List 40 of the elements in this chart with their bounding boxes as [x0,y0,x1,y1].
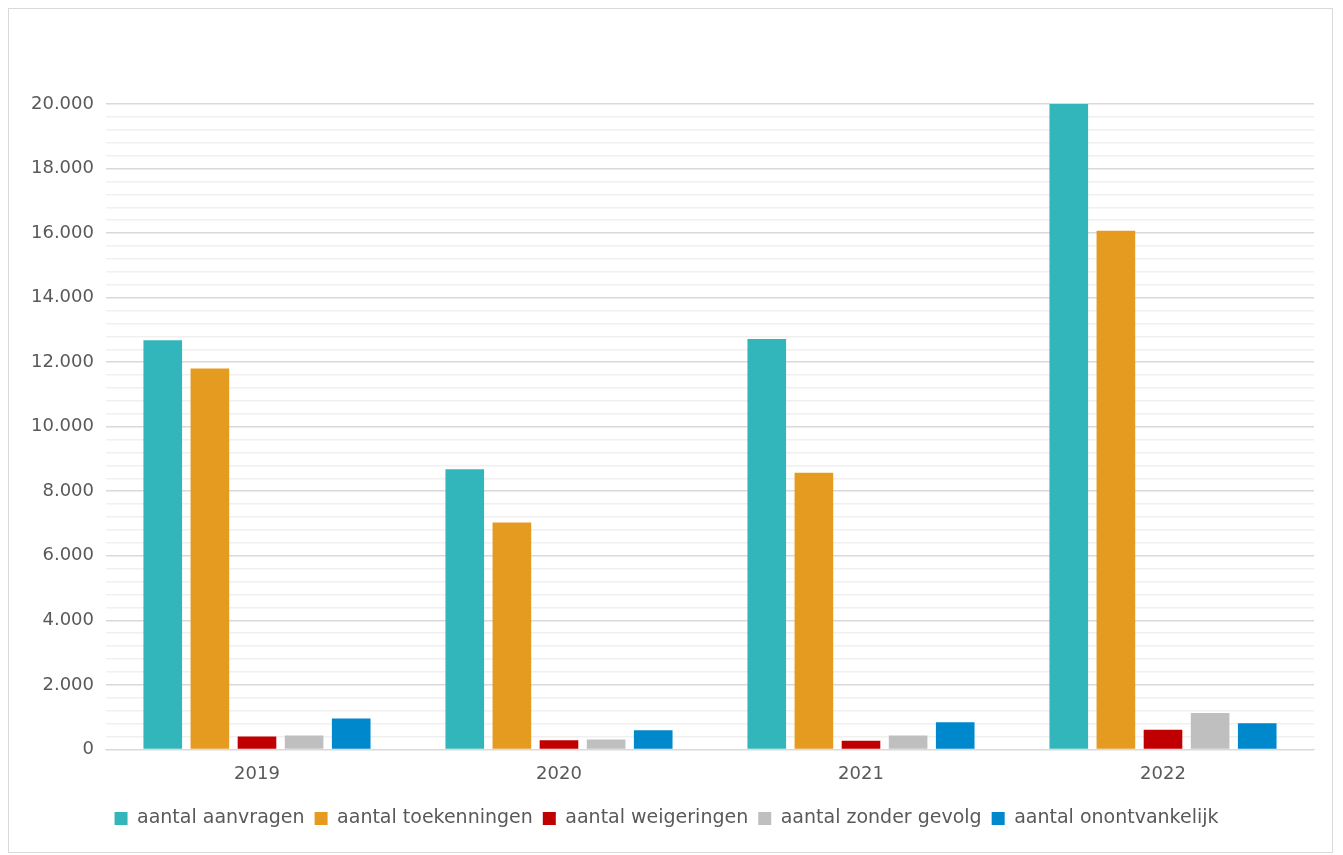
bar [284,735,324,749]
legend-label: aantal toekenningen [337,805,533,828]
y-tick-label: 8.000 [42,478,94,500]
bar [841,740,881,749]
legend-label: aantal aanvragen [137,805,305,828]
bar [794,472,834,749]
bar [190,368,230,749]
bar [331,718,371,749]
x-tick-label: 2021 [838,761,884,783]
bar [237,736,277,749]
y-tick-label: 6.000 [42,543,94,565]
bar [1143,729,1183,749]
y-tick-label: 4.000 [42,607,94,629]
y-tick-label: 16.000 [31,220,94,242]
x-tick-label: 2019 [234,761,280,783]
y-tick-label: 0 [82,737,94,759]
y-tick-label: 12.000 [31,349,94,371]
bar [1190,712,1230,749]
legend-label: aantal zonder gevolg [780,805,982,828]
bar [586,739,626,749]
x-tick-label: 2020 [536,761,582,783]
bar [143,340,183,749]
bar [539,740,579,749]
legend-label: aantal onontvankelijk [1014,805,1219,828]
x-tick-label: 2022 [1140,761,1186,783]
bar [1049,104,1089,749]
bar [445,469,485,749]
y-tick-label: 10.000 [31,414,94,436]
bar [492,522,532,749]
y-tick-label: 2.000 [42,672,94,694]
bar [1237,723,1277,749]
y-tick-label: 20.000 [31,91,94,113]
bar [1096,230,1136,749]
legend-label: aantal weigeringen [565,805,749,828]
bar [935,722,975,749]
bar [888,735,928,749]
bar [633,730,673,749]
y-tick-label: 18.000 [31,156,94,178]
y-tick-label: 14.000 [31,285,94,307]
bar [747,338,787,749]
